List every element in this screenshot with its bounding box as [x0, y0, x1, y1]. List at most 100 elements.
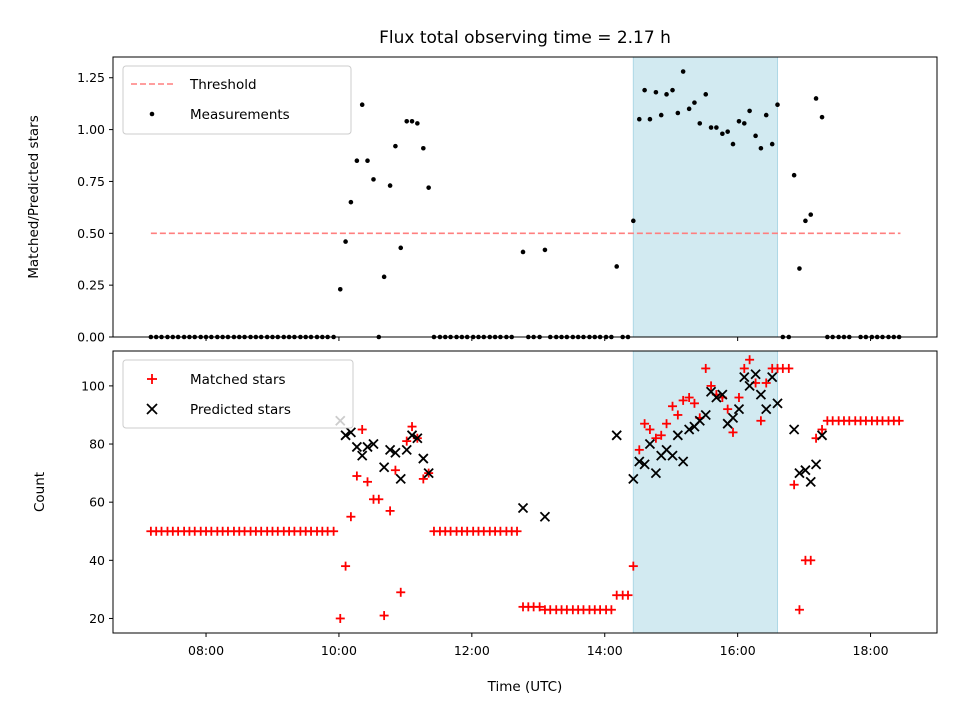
matched-star-point: [734, 393, 744, 403]
measurement-point: [808, 212, 814, 217]
measurement-point: [747, 108, 752, 114]
top-highlight-span: [632, 56, 779, 338]
predicted-star-point: [727, 412, 739, 424]
top-y-tick-label: 0.50: [77, 226, 105, 241]
matched-star-point: [745, 355, 755, 365]
measurement-point: [371, 177, 376, 182]
predicted-star-point: [412, 433, 423, 444]
measurement-point: [354, 158, 360, 164]
measurement-point: [631, 218, 636, 224]
measurement-point: [348, 199, 354, 205]
matched-star-point: [385, 506, 395, 516]
matched-star-point: [396, 587, 406, 597]
x-tick-label: 14:00: [587, 643, 623, 658]
predicted-star-point: [611, 430, 622, 441]
predicted-star-point: [755, 389, 767, 400]
matched-star-point: [789, 480, 799, 490]
predicted-star-point: [384, 444, 396, 455]
measurement-point: [725, 129, 730, 134]
predicted-star-point: [805, 476, 816, 487]
matched-star-point: [329, 526, 339, 536]
measurement-point: [520, 249, 526, 255]
matched-star-point: [645, 424, 655, 434]
legend-matched-label: Matched stars: [190, 372, 286, 388]
measurement-point: [387, 183, 393, 188]
measurement-point: [703, 92, 709, 97]
predicted-star-point: [672, 430, 683, 441]
predicted-star-point: [750, 369, 761, 380]
matched-star-point: [761, 378, 771, 388]
matched-star-point: [374, 494, 384, 504]
matched-star-point: [728, 427, 738, 437]
measurement-point: [697, 121, 703, 126]
predicted-star-point: [772, 398, 783, 409]
bottom-plot-frame: [112, 350, 938, 634]
predicted-star-point: [639, 459, 650, 470]
legend-predicted-swatch: [146, 403, 158, 415]
matched-star-point: [335, 613, 345, 623]
measurement-point: [614, 264, 620, 269]
x-tick-label: 18:00: [853, 643, 889, 658]
predicted-star-point: [761, 404, 772, 415]
chart-title: Flux total observing time = 2.17 h: [379, 28, 671, 48]
predicted-star-point: [733, 404, 745, 415]
predicted-star-point: [683, 424, 695, 435]
x-tick-label: 10:00: [321, 643, 357, 658]
measurement-point: [381, 274, 387, 280]
matched-star-point: [894, 416, 904, 426]
predicted-star-point: [650, 467, 662, 479]
measurement-point: [763, 112, 769, 118]
matched-star-point: [784, 363, 794, 373]
top-y-tick-label: 1.25: [77, 70, 105, 85]
bottom-y-axis-label: Count: [32, 472, 48, 512]
measurement-point: [680, 69, 686, 74]
measurement-point: [736, 118, 742, 124]
x-axis-label: Time (UTC): [487, 679, 563, 695]
predicted-star-point: [401, 444, 412, 455]
x-tick-label: 16:00: [720, 643, 756, 658]
measurement-point: [415, 121, 420, 126]
matched-star-point: [363, 477, 373, 487]
matched-star-point: [806, 555, 816, 565]
matched-star-point: [640, 419, 650, 429]
predicted-star-point: [711, 392, 722, 403]
matched-star-point: [662, 419, 672, 429]
matched-star-point: [701, 363, 711, 373]
matched-star-point: [357, 424, 367, 434]
matched-star-point: [668, 401, 678, 411]
predicted-star-point: [767, 372, 778, 383]
predicted-star-point: [788, 424, 800, 435]
measurement-point: [692, 100, 697, 105]
measurement-point: [686, 106, 692, 112]
measurement-point: [791, 172, 797, 178]
matched-star-point: [352, 471, 362, 481]
predicted-star-point: [628, 473, 639, 485]
measurement-point: [720, 131, 725, 137]
matched-star-point: [418, 474, 428, 484]
measurement-point: [542, 247, 548, 253]
top-panel: 0.00 0.25 0.50 0.75 1.00 1.25 Matched/Predict…: [26, 56, 938, 345]
matched-star-point: [706, 381, 716, 391]
bottom-panel: 20 40 60 80 100 08:00 10:00 12:00 14:00 16:00 18:…: [32, 350, 938, 695]
matched-star-point: [739, 363, 749, 373]
matched-star-point: [535, 602, 545, 612]
measurement-point: [343, 239, 348, 244]
predicted-star-point: [644, 438, 656, 450]
matched-star-point: [817, 424, 827, 434]
bottom-y-axis-ticks: 20 40 60 80 100: [81, 378, 113, 626]
measurement-point: [775, 102, 780, 108]
matched-star-point: [379, 611, 389, 621]
measurement-point: [730, 141, 736, 147]
measurement-point: [653, 89, 659, 95]
predicted-star-point: [423, 467, 434, 479]
matched-star-point: [628, 561, 638, 571]
matched-star-point: [689, 398, 699, 408]
measurement-point: [758, 145, 764, 151]
measurement-point: [813, 96, 819, 101]
predicted-star-point: [357, 450, 368, 461]
top-y-axis-ticks: 0.00 0.25 0.50 0.75 1.00 1.25: [77, 70, 113, 345]
bottom-y-tick-label: 80: [89, 437, 105, 452]
bottom-y-tick-label: 40: [89, 553, 105, 568]
measurement-point: [769, 141, 775, 147]
